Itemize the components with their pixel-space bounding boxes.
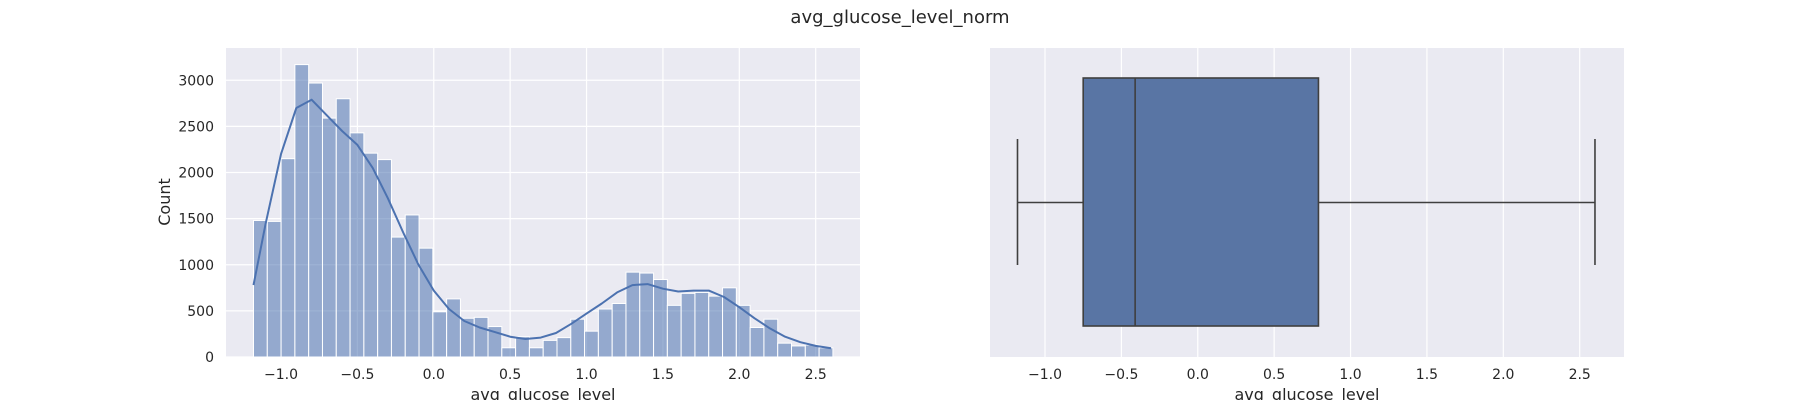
boxplot-x-axis-label: avg_glucose_level <box>1235 385 1380 400</box>
boxplot-x-tick-label: 1.0 <box>1339 367 1361 383</box>
boxplot-x-tick-label: 0.0 <box>1187 367 1209 383</box>
histogram-x-tick-label: 1.0 <box>575 367 597 383</box>
histogram-bar <box>708 295 724 358</box>
histogram-bar <box>680 292 696 358</box>
histogram-y-axis-label: Count <box>155 178 174 226</box>
histogram-bar <box>542 339 558 358</box>
histogram-bar <box>528 347 544 358</box>
histogram-bar <box>777 342 793 358</box>
boxplot-x-tick-label: 2.5 <box>1569 367 1591 383</box>
histogram-bars <box>252 64 834 358</box>
kde-curve <box>252 98 832 350</box>
histogram-bar <box>653 279 668 358</box>
boxplot-marks <box>1016 77 1596 327</box>
histogram-bar <box>556 337 572 358</box>
histogram-bar <box>501 347 517 358</box>
boxplot-box <box>1082 77 1320 327</box>
histogram-y-tick-labels: 0 500 1000 1500 2000 2500 3000 <box>178 73 214 366</box>
histogram-bar <box>266 220 282 358</box>
histogram-bar <box>418 247 434 358</box>
histogram-x-tick-label: 2.5 <box>805 367 827 383</box>
histogram-bar <box>763 318 779 358</box>
histogram-bar <box>584 330 599 358</box>
figure-title: avg_glucose_level_norm <box>790 7 1009 28</box>
histogram-x-tick-labels: −1.0 −0.5 0.0 0.5 1.0 1.5 2.0 2.5 <box>264 367 827 383</box>
histogram-y-tick-label: 0 <box>205 350 214 366</box>
histogram-bar <box>666 304 682 358</box>
boxplot-x-tick-label: 1.5 <box>1416 367 1438 383</box>
histogram-x-axis-label: avg_glucose_level <box>471 385 616 400</box>
histogram-bar <box>515 336 530 358</box>
histogram-y-tick-label: 500 <box>187 304 214 320</box>
boxplot-x-tick-label: 0.5 <box>1263 367 1285 383</box>
kde-curve-layer <box>252 98 832 350</box>
histogram-bar <box>570 318 586 358</box>
histogram-bar <box>404 214 420 358</box>
histogram-x-tick-label: 0.0 <box>423 367 445 383</box>
histogram-bar <box>473 316 489 358</box>
histogram-x-tick-label: 0.5 <box>499 367 521 383</box>
histogram-bar <box>363 152 379 358</box>
histogram-bar <box>432 311 448 358</box>
histogram-y-tick-label: 2500 <box>178 119 214 135</box>
histogram-x-tick-label: −1.0 <box>264 367 298 383</box>
histogram-bar <box>597 308 613 358</box>
histogram-panel: −1.0 −0.5 0.0 0.5 1.0 1.5 2.0 2.5 0 500 1000 1500 2… <box>155 48 860 400</box>
histogram-bar <box>791 345 806 358</box>
boxplot-x-tick-labels: −1.0 −0.5 0.0 0.5 1.0 1.5 2.0 2.5 <box>1028 367 1591 383</box>
histogram-y-tick-label: 1500 <box>178 212 214 228</box>
histogram-bar <box>349 132 365 358</box>
histogram-bar <box>321 117 337 358</box>
boxplot-x-tick-label: 2.0 <box>1492 367 1514 383</box>
histogram-bar <box>390 236 406 358</box>
boxplot-panel: −1.0 −0.5 0.0 0.5 1.0 1.5 2.0 2.5 avg_glucose_l… <box>990 48 1624 400</box>
histogram-bar <box>749 326 765 358</box>
histogram-bar <box>252 219 268 358</box>
histogram-bar <box>694 291 710 358</box>
histogram-x-tick-label: 2.0 <box>728 367 750 383</box>
boxplot-x-tick-label: −1.0 <box>1028 367 1062 383</box>
histogram-bar <box>308 82 323 358</box>
histogram-bar <box>377 159 392 358</box>
histogram-y-tick-label: 3000 <box>178 73 214 89</box>
histogram-y-tick-label: 2000 <box>178 166 214 182</box>
histogram-y-tick-label: 1000 <box>178 258 214 274</box>
histogram-bar <box>280 158 296 358</box>
histogram-x-tick-label: −0.5 <box>340 367 374 383</box>
histogram-bar <box>611 303 627 358</box>
histogram-x-tick-label: 1.5 <box>652 367 674 383</box>
boxplot-x-tick-label: −0.5 <box>1104 367 1138 383</box>
